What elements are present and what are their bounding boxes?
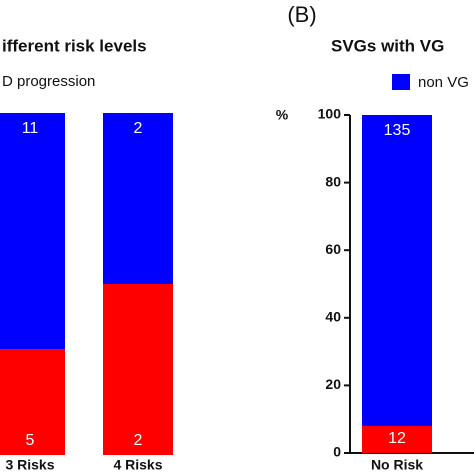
y-axis-label: % [276, 107, 289, 123]
legend-label: non VG [418, 74, 469, 91]
y-tick-label: 20 [325, 376, 341, 392]
y-tick-label: 40 [325, 309, 341, 325]
bar-segment [362, 115, 432, 426]
data-label: 5 [26, 432, 35, 449]
bar-segment [362, 425, 432, 453]
legend-swatch [392, 74, 410, 90]
data-label: 2 [134, 120, 143, 137]
data-label: 11 [22, 120, 39, 137]
y-tick-label: 0 [333, 444, 341, 460]
data-label: 135 [384, 122, 411, 139]
y-tick-label: 80 [325, 173, 341, 189]
bar-segment [0, 113, 65, 349]
x-tick-label: No Risk [371, 457, 423, 473]
data-label: 2 [134, 432, 143, 449]
y-tick-label: 100 [318, 106, 342, 122]
chart-title: SVGs with VG [331, 36, 444, 55]
panel-label: (B) [287, 2, 316, 27]
bar-segment [103, 284, 173, 455]
legend-label: D progression [2, 73, 95, 90]
bar-segment [103, 113, 173, 284]
x-tick-label: 3 Risks [5, 457, 54, 473]
y-tick-label: 60 [325, 241, 341, 257]
data-label: 12 [388, 430, 406, 447]
x-tick-label: 4 Risks [113, 457, 162, 473]
chart-title: ifferent risk levels [2, 36, 147, 55]
bar-segment [0, 348, 65, 455]
